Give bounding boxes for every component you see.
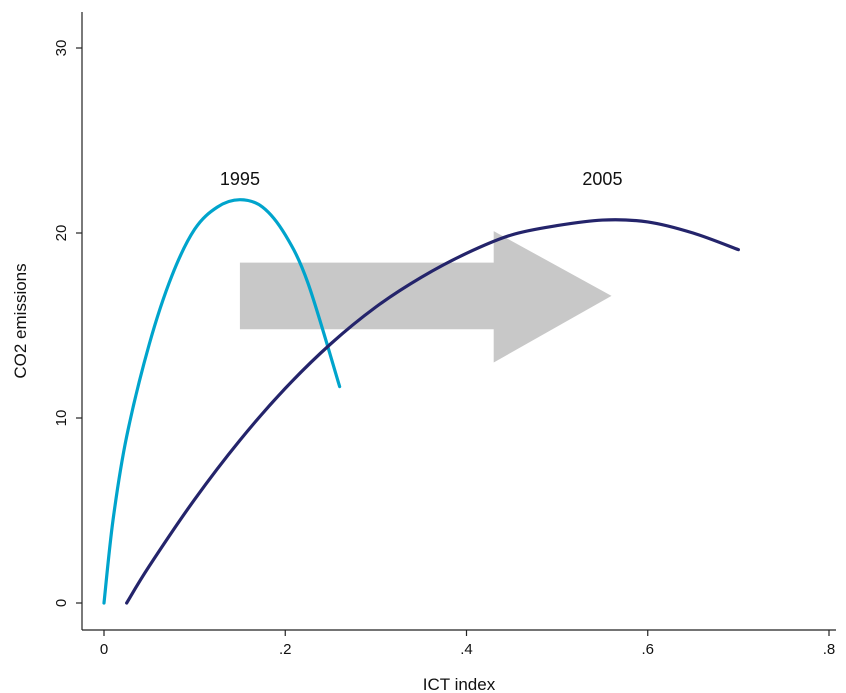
annotation-layer <box>239 231 612 363</box>
x-tick-label: 0 <box>100 641 108 658</box>
series-label-1995: 1995 <box>220 169 260 189</box>
shift-arrow <box>239 231 612 363</box>
series-line-1995 <box>102 198 342 605</box>
y-ticks: 0 10 20 30 <box>53 40 82 607</box>
series-line-2005 <box>125 218 740 605</box>
x-tick-label: .2 <box>279 641 292 658</box>
y-axis-title: CO2 emissions <box>11 263 30 378</box>
axes-layer: 0 .2 .4 .6 .8 0 10 20 30 <box>53 12 836 658</box>
x-tick-label: .8 <box>823 641 836 658</box>
series-label-2005: 2005 <box>582 169 622 189</box>
x-ticks: 0 .2 .4 .6 .8 <box>100 630 835 658</box>
x-tick-label: .6 <box>641 641 654 658</box>
y-tick-label: 20 <box>53 225 70 242</box>
y-tick-label: 30 <box>53 40 70 57</box>
series-layer <box>102 198 740 605</box>
y-tick-label: 0 <box>53 599 70 607</box>
y-tick-label: 10 <box>53 410 70 427</box>
label-layer: 1995 2005 <box>220 169 623 189</box>
x-tick-label: .4 <box>460 641 473 658</box>
x-axis-title: ICT index <box>423 675 496 693</box>
